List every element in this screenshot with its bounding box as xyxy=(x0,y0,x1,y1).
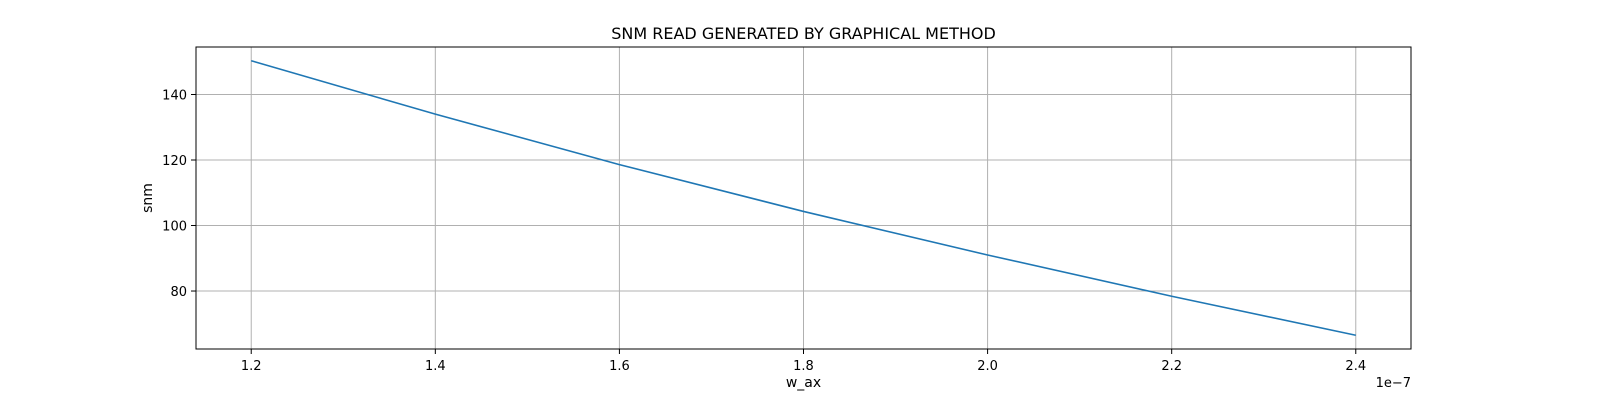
y-axis-label: snm xyxy=(140,183,156,213)
series-layer xyxy=(251,59,1356,337)
y-tick-label: 80 xyxy=(170,285,187,300)
y-tick-label: 120 xyxy=(162,154,187,169)
ticks: 1.2 1.4 1.6 1.8 2.0 2.2 2.4 80 100 120 140 xyxy=(162,88,1366,374)
x-axis-offset-label: 1e−7 xyxy=(1376,376,1411,391)
x-tick-label: 1.8 xyxy=(793,359,814,374)
y-tick-label: 140 xyxy=(162,88,187,103)
x-tick-label: 2.4 xyxy=(1345,359,1366,374)
y-tick-label: 100 xyxy=(162,220,187,235)
grid xyxy=(196,47,1411,349)
x-tick-label: 2.0 xyxy=(977,359,998,374)
x-tick-label: 1.6 xyxy=(609,359,630,374)
x-axis-label: w_ax xyxy=(786,375,821,391)
x-tick-label: 1.4 xyxy=(425,359,446,374)
chart-title: SNM READ GENERATED BY GRAPHICAL METHOD xyxy=(611,24,996,43)
series-line xyxy=(251,59,1356,337)
x-tick-label: 1.2 xyxy=(241,359,262,374)
x-tick-label: 2.2 xyxy=(1161,359,1182,374)
